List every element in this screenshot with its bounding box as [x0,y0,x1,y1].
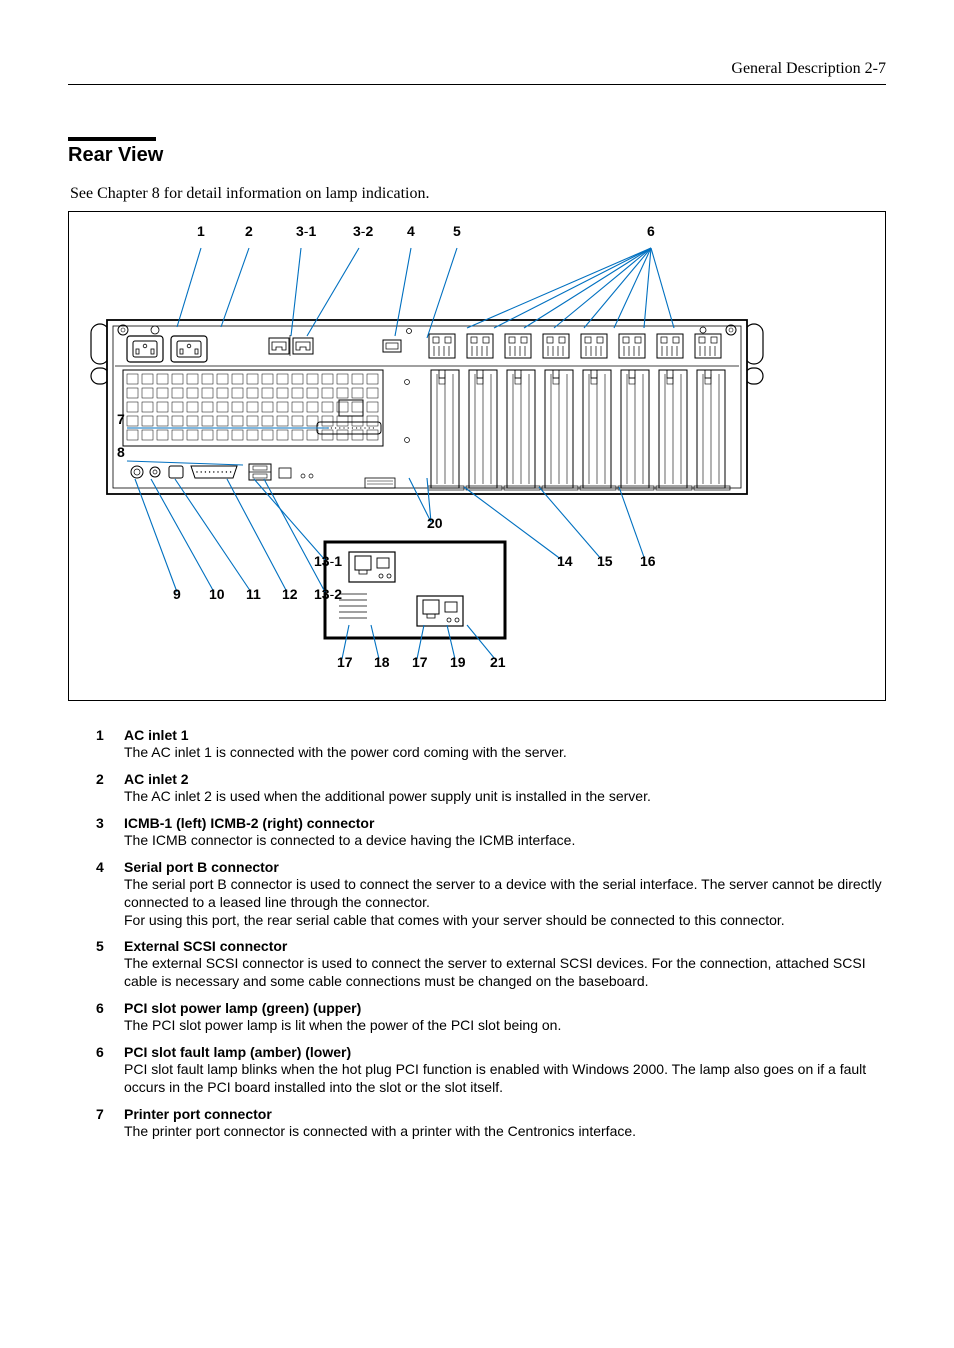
description-number: 6 [96,1000,124,1035]
section-title-ornament [68,137,156,141]
svg-text:8: 8 [117,444,125,460]
description-body: ICMB-1 (left) ICMB-2 (right) connectorTh… [124,815,886,850]
description-text: The AC inlet 2 is used when the addition… [124,788,886,806]
svg-text:12: 12 [282,586,298,602]
svg-text:15: 15 [597,553,613,569]
description-body: Printer port connectorThe printer port c… [124,1106,886,1141]
description-title: PCI slot power lamp (green) (upper) [124,1000,886,1016]
description-title: External SCSI connector [124,938,886,954]
section-title-block: Rear View [68,137,886,167]
description-item: 5External SCSI connectorThe external SCS… [96,938,886,991]
description-text: The PCI slot power lamp is lit when the … [124,1017,886,1035]
svg-text:5: 5 [453,223,461,239]
description-number: 7 [96,1106,124,1141]
svg-text:2: 2 [245,223,253,239]
page-header-text: General Description 2-7 [731,60,886,77]
description-item: 6PCI slot fault lamp (amber) (lower)PCI … [96,1044,886,1097]
description-body: AC inlet 2The AC inlet 2 is used when th… [124,771,886,806]
svg-text:17: 17 [412,654,428,670]
svg-text:19: 19 [450,654,466,670]
svg-text:13-2: 13-2 [314,586,342,602]
svg-text:3-1: 3-1 [296,223,316,239]
svg-text:9: 9 [173,586,181,602]
description-title: AC inlet 1 [124,727,886,743]
description-item: 6PCI slot power lamp (green) (upper)The … [96,1000,886,1035]
description-title: Printer port connector [124,1106,886,1122]
page-header: General Description 2-7 [68,60,886,85]
svg-text:13-1: 13-1 [314,553,342,569]
description-title: ICMB-1 (left) ICMB-2 (right) connector [124,815,886,831]
description-text: The ICMB connector is connected to a dev… [124,832,886,850]
section-title: Rear View [68,144,886,167]
intro-text: See Chapter 8 for detail information on … [68,185,886,203]
svg-text:16: 16 [640,553,656,569]
description-title: AC inlet 2 [124,771,886,787]
description-body: PCI slot power lamp (green) (upper)The P… [124,1000,886,1035]
description-text: The AC inlet 1 is connected with the pow… [124,744,886,762]
description-item: 4Serial port B connectorThe serial port … [96,859,886,930]
description-body: AC inlet 1The AC inlet 1 is connected wi… [124,727,886,762]
rear-view-diagram: 123-13-2456782013-1141516910111213-21718… [69,212,829,701]
description-number: 4 [96,859,124,930]
svg-text:4: 4 [407,223,415,239]
svg-text:10: 10 [209,586,225,602]
description-number: 5 [96,938,124,991]
description-number: 2 [96,771,124,806]
description-text: The serial port B connector is used to c… [124,876,886,930]
svg-text:1: 1 [197,223,205,239]
svg-text:3-2: 3-2 [353,223,373,239]
description-body: External SCSI connectorThe external SCSI… [124,938,886,991]
svg-text:21: 21 [490,654,506,670]
svg-text:20: 20 [427,515,443,531]
description-text: The external SCSI connector is used to c… [124,955,886,991]
description-number: 3 [96,815,124,850]
svg-text:17: 17 [337,654,353,670]
description-list: 1AC inlet 1The AC inlet 1 is connected w… [68,727,886,1141]
svg-text:18: 18 [374,654,390,670]
description-body: PCI slot fault lamp (amber) (lower)PCI s… [124,1044,886,1097]
description-item: 1AC inlet 1The AC inlet 1 is connected w… [96,727,886,762]
description-item: 3ICMB-1 (left) ICMB-2 (right) connectorT… [96,815,886,850]
description-item: 2AC inlet 2The AC inlet 2 is used when t… [96,771,886,806]
description-body: Serial port B connectorThe serial port B… [124,859,886,930]
svg-text:6: 6 [647,223,655,239]
description-number: 1 [96,727,124,762]
description-item: 7Printer port connectorThe printer port … [96,1106,886,1141]
description-text: PCI slot fault lamp blinks when the hot … [124,1061,886,1097]
svg-text:14: 14 [557,553,573,569]
rear-view-figure: 123-13-2456782013-1141516910111213-21718… [68,211,886,701]
svg-text:11: 11 [246,586,261,602]
svg-text:7: 7 [117,411,125,427]
description-number: 6 [96,1044,124,1097]
description-text: The printer port connector is connected … [124,1123,886,1141]
description-title: PCI slot fault lamp (amber) (lower) [124,1044,886,1060]
description-title: Serial port B connector [124,859,886,875]
